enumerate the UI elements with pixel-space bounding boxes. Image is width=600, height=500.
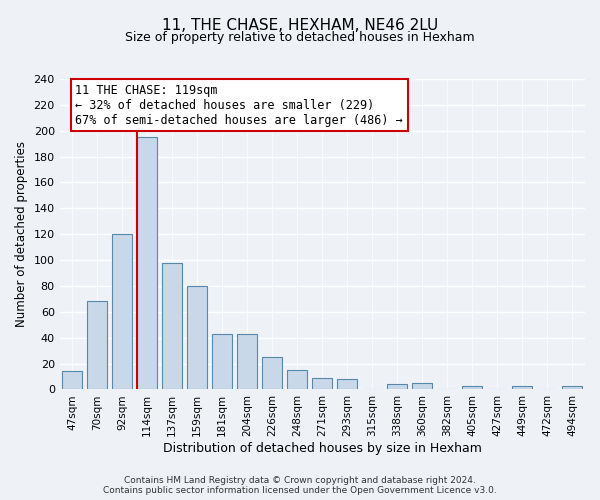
Bar xyxy=(412,383,433,390)
Bar xyxy=(212,334,232,390)
X-axis label: Distribution of detached houses by size in Hexham: Distribution of detached houses by size … xyxy=(163,442,482,455)
Bar xyxy=(187,286,207,390)
Text: 11 THE CHASE: 119sqm
← 32% of detached houses are smaller (229)
67% of semi-deta: 11 THE CHASE: 119sqm ← 32% of detached h… xyxy=(76,84,403,126)
Y-axis label: Number of detached properties: Number of detached properties xyxy=(15,141,28,327)
Bar xyxy=(62,372,82,390)
Bar xyxy=(512,386,532,390)
Bar xyxy=(162,262,182,390)
Bar xyxy=(87,302,107,390)
Bar xyxy=(287,370,307,390)
Bar xyxy=(137,137,157,390)
Bar xyxy=(262,357,283,390)
Text: 11, THE CHASE, HEXHAM, NE46 2LU: 11, THE CHASE, HEXHAM, NE46 2LU xyxy=(162,18,438,32)
Bar xyxy=(237,334,257,390)
Bar xyxy=(112,234,132,390)
Bar xyxy=(562,386,583,390)
Text: Size of property relative to detached houses in Hexham: Size of property relative to detached ho… xyxy=(125,31,475,44)
Bar xyxy=(463,386,482,390)
Bar xyxy=(313,378,332,390)
Bar xyxy=(388,384,407,390)
Bar xyxy=(337,379,358,390)
Text: Contains HM Land Registry data © Crown copyright and database right 2024.: Contains HM Land Registry data © Crown c… xyxy=(124,476,476,485)
Text: Contains public sector information licensed under the Open Government Licence v3: Contains public sector information licen… xyxy=(103,486,497,495)
